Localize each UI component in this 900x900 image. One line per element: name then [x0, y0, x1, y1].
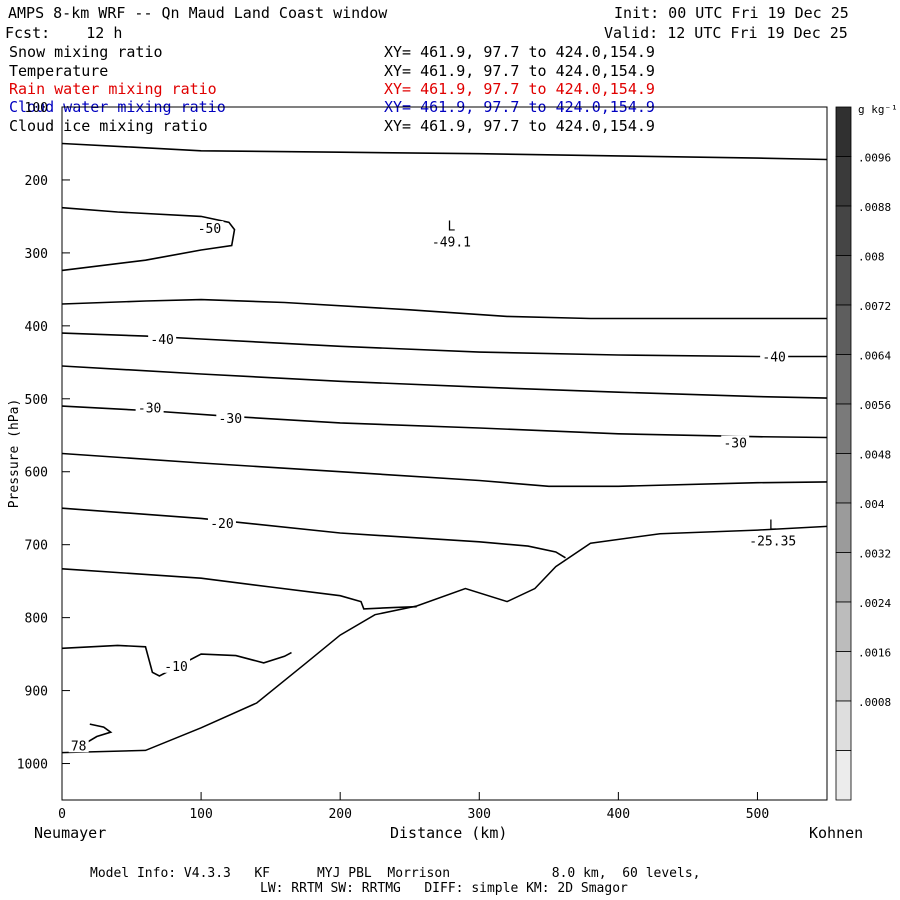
legend-xy-cloud-ice: XY= 461.9, 97.7 to 424.0,154.9	[384, 117, 655, 135]
colorbar-bin-10	[835, 601, 852, 652]
isotherm-10	[75, 723, 113, 750]
colorbar-label-7: .004	[858, 498, 885, 511]
legend-label-cloud-ice: Cloud ice mixing ratio	[9, 117, 208, 135]
legend-label-temperature: Temperature	[9, 62, 109, 80]
valid-time: Valid: 12 UTC Fri 19 Dec 25	[604, 24, 848, 42]
colorbar-bin-12	[835, 700, 852, 751]
contour-label-2: -40	[762, 350, 785, 365]
legend-xy-rain: XY= 461.9, 97.7 to 424.0,154.9	[384, 80, 655, 98]
y-tick-label-300: 300	[25, 247, 48, 262]
colorbar-label-4: .0064	[858, 350, 891, 363]
isotherm-9	[61, 644, 292, 677]
colorbar-label-9: .0024	[858, 597, 891, 610]
colorbar-bin-2	[835, 205, 852, 256]
colorbar-bin-4	[835, 304, 852, 355]
terrain-line	[61, 525, 828, 754]
contour-label-5: -30	[723, 437, 746, 452]
init-time: Init: 00 UTC Fri 19 Dec 25	[614, 4, 849, 22]
legend-label-rain: Rain water mixing ratio	[9, 80, 217, 98]
y-tick-label-700: 700	[25, 539, 48, 554]
colorbar-bin-9	[835, 552, 852, 603]
colorbar-bin-11	[835, 651, 852, 702]
x-axis-left-end-label: Neumayer	[34, 824, 107, 842]
contour-label-8: 78	[71, 739, 87, 754]
legend-label-cloud-water: Cloud water mixing ratio	[9, 98, 226, 116]
extremum-mark-1: L	[769, 518, 777, 533]
legend-xy-temperature: XY= 461.9, 97.7 to 424.0,154.9	[384, 62, 655, 80]
isotherm-4	[61, 365, 828, 399]
legend-xy-snow: XY= 461.9, 97.7 to 424.0,154.9	[384, 43, 655, 61]
y-tick-label-500: 500	[25, 393, 48, 408]
isotherm-3	[61, 332, 827, 358]
colorbar-bin-8	[835, 502, 852, 553]
x-tick-label-200: 200	[328, 807, 351, 822]
colorbar-bin-13	[835, 750, 852, 801]
x-tick-label-300: 300	[468, 807, 491, 822]
colorbar-label-8: .0032	[858, 548, 891, 561]
colorbar-label-0: .0096	[858, 152, 891, 165]
contour-label-0: -50	[198, 222, 221, 237]
colorbar-bin-6	[835, 403, 852, 454]
isotherm-6	[61, 452, 828, 488]
colorbar-label-5: .0056	[858, 399, 891, 412]
isotherm-2	[61, 298, 827, 320]
x-tick-label-100: 100	[189, 807, 212, 822]
model-info-line1: Model Info: V4.3.3 KF MYJ PBL Morrison 8…	[90, 866, 701, 881]
x-tick-label-400: 400	[607, 807, 630, 822]
colorbar-bin-5	[835, 354, 852, 405]
contour-label-6: -20	[210, 517, 233, 532]
extremum-value-1: -25.35	[749, 534, 796, 549]
isotherm-8	[61, 568, 417, 610]
y-tick-label-400: 400	[25, 320, 48, 335]
contour-label-3: -30	[138, 402, 161, 417]
colorbar-label-2: .008	[858, 251, 885, 264]
extremum-value-0: -49.1	[432, 235, 471, 250]
legend-xy-cloud-water: XY= 461.9, 97.7 to 424.0,154.9	[384, 98, 655, 116]
colorbar-label-11: .0008	[858, 696, 891, 709]
colorbar-label-1: .0088	[858, 201, 891, 214]
y-axis-title: Pressure (hPa)	[7, 399, 22, 509]
y-tick-label-200: 200	[25, 174, 48, 189]
y-tick-label-800: 800	[25, 612, 48, 627]
plot-frame	[61, 106, 828, 801]
colorbar-bin-1	[835, 156, 852, 207]
extremum-mark-0: L	[448, 219, 456, 234]
colorbar-label-10: .0016	[858, 647, 891, 660]
y-tick-label-900: 900	[25, 685, 48, 700]
isotherm-7	[61, 507, 566, 559]
x-tick-label-500: 500	[746, 807, 769, 822]
contour-label-7: -10	[164, 660, 187, 675]
isotherm-5	[61, 405, 828, 439]
x-tick-label-0: 0	[58, 807, 66, 822]
isotherm-1	[61, 206, 236, 272]
contour-label-4: -30	[219, 412, 242, 427]
legend-label-snow: Snow mixing ratio	[9, 43, 163, 61]
forecast-hour: Fcst: 12 h	[5, 24, 123, 42]
isotherm-0	[61, 142, 828, 161]
y-tick-label-600: 600	[25, 466, 48, 481]
colorbar-bin-0	[835, 106, 852, 157]
colorbar-label-3: .0072	[858, 300, 891, 313]
y-tick-label-1000: 1000	[17, 758, 48, 773]
colorbar-unit: g kg⁻¹	[858, 103, 898, 116]
colorbar-bin-3	[835, 255, 852, 306]
colorbar-bin-7	[835, 453, 852, 504]
contour-label-1: -40	[150, 333, 173, 348]
x-axis-title: Distance (km)	[390, 824, 508, 842]
x-axis-right-end-label: Kohnen	[809, 824, 864, 842]
model-info-line2: LW: RRTM SW: RRTMG DIFF: simple KM: 2D S…	[260, 881, 628, 896]
chart-title: AMPS 8-km WRF -- Qn Maud Land Coast wind…	[8, 4, 388, 22]
colorbar-label-6: .0048	[858, 449, 891, 462]
